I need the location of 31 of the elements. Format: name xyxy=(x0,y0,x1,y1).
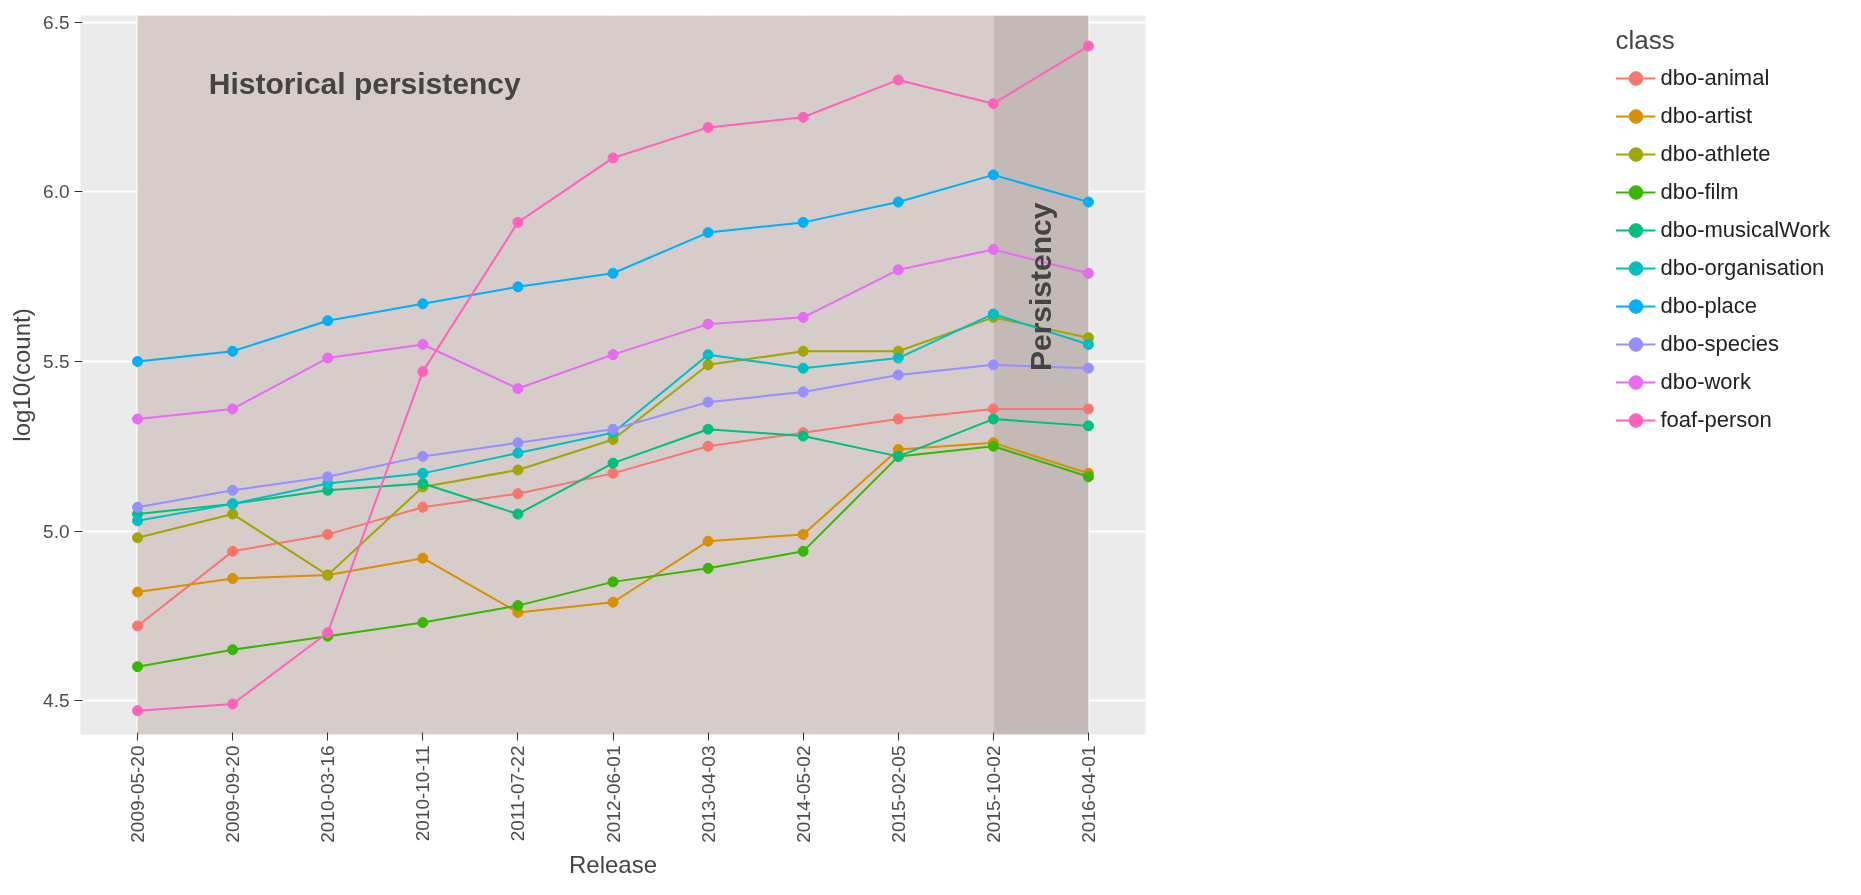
legend-label: dbo-athlete xyxy=(1660,141,1771,167)
y-tick-label: 6.0 xyxy=(43,181,70,203)
y-tick-label: 5.0 xyxy=(43,520,70,542)
x-tick-label: 2016-04-01 xyxy=(1077,745,1099,843)
x-tick-label: 2010-03-16 xyxy=(317,745,339,843)
legend-label: dbo-animal xyxy=(1660,65,1770,91)
legend-title: class xyxy=(1615,25,1676,56)
x-tick-label: 2015-10-02 xyxy=(982,745,1004,843)
legend-label: foaf-person xyxy=(1660,407,1772,433)
legend-label: dbo-species xyxy=(1660,331,1780,357)
y-axis-title: log10(count) xyxy=(8,308,36,442)
band-label: Persistency xyxy=(1024,202,1058,372)
x-tick-label: 2010-10-11 xyxy=(412,745,434,842)
x-tick-label: 2014-05-02 xyxy=(792,745,814,843)
legend-label: dbo-place xyxy=(1660,293,1758,319)
x-tick-label: 2015-02-05 xyxy=(887,745,909,843)
x-axis-title: Release xyxy=(568,850,658,878)
x-tick-label: 2009-09-20 xyxy=(222,745,244,843)
legend-label: dbo-artist xyxy=(1660,103,1753,129)
x-tick-label: 2011-07-22 xyxy=(507,745,529,842)
x-tick-label: 2013-04-03 xyxy=(697,745,719,843)
legend-label: dbo-film xyxy=(1660,179,1739,205)
band-label: Historical persistency xyxy=(208,66,521,100)
x-tick-label: 2012-06-01 xyxy=(602,745,624,843)
legend-label: dbo-organisation xyxy=(1660,255,1825,281)
x-tick-label: 2009-05-20 xyxy=(127,745,149,843)
legend-label: dbo-musicalWork xyxy=(1660,217,1830,243)
y-tick-label: 6.5 xyxy=(43,11,70,33)
y-tick-label: 4.5 xyxy=(43,690,70,712)
legend-label: dbo-work xyxy=(1660,369,1751,395)
y-tick-label: 5.5 xyxy=(43,350,70,372)
